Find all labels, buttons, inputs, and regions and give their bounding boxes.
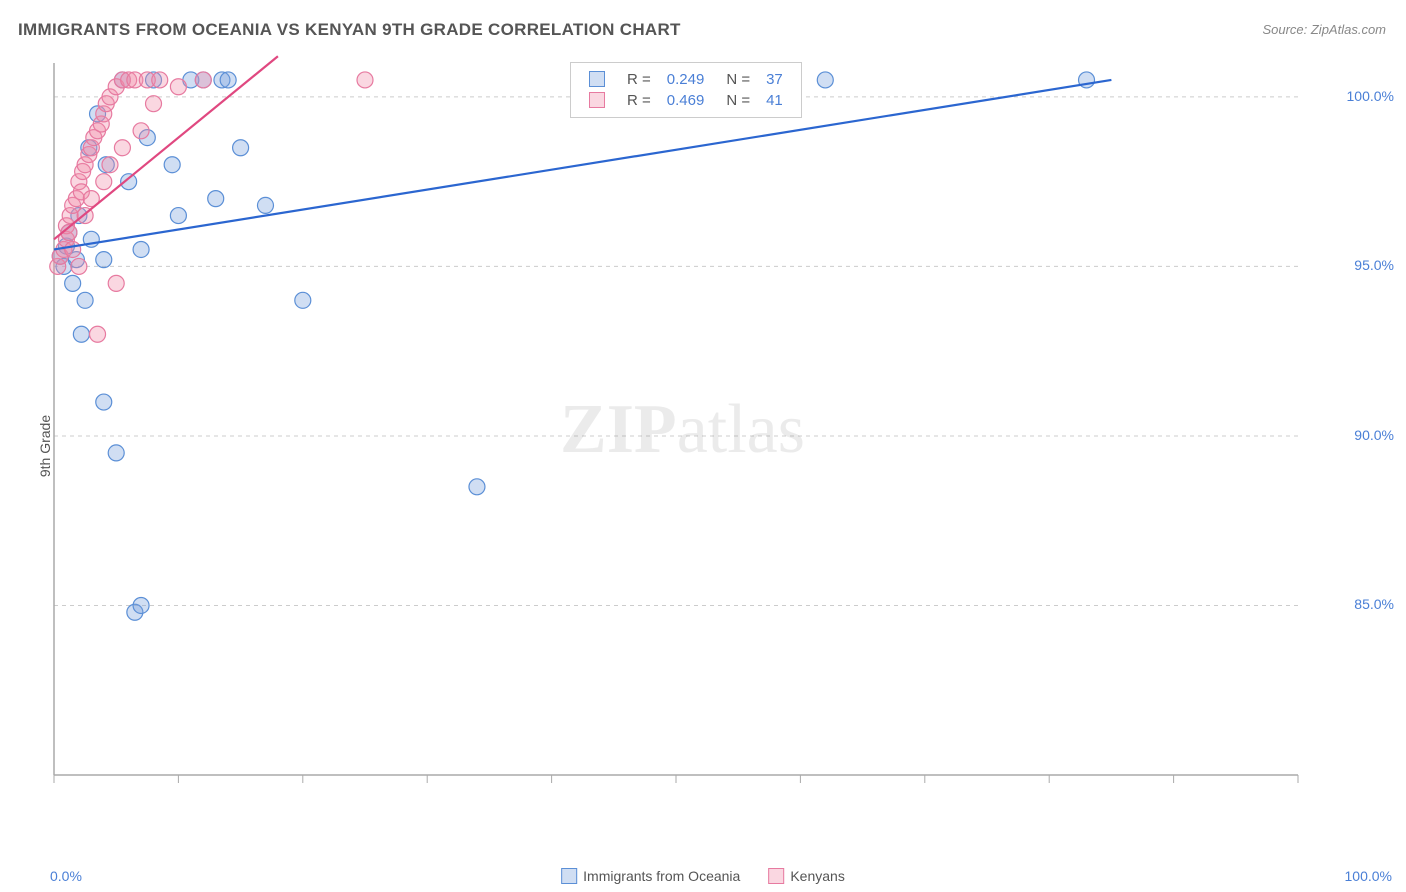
legend-swatch <box>768 868 784 884</box>
data-point <box>96 174 112 190</box>
stat-n-value: 41 <box>758 90 791 111</box>
data-point <box>65 275 81 291</box>
legend-swatch <box>589 71 605 87</box>
y-tick-label: 90.0% <box>1354 427 1394 443</box>
legend-swatch <box>589 92 605 108</box>
legend-swatch <box>561 868 577 884</box>
data-point <box>233 140 249 156</box>
data-point <box>152 72 168 88</box>
stat-r-label: R = <box>619 90 659 111</box>
data-point <box>170 79 186 95</box>
data-point <box>208 191 224 207</box>
stat-r-value: 0.249 <box>659 69 713 90</box>
legend-item: Immigrants from Oceania <box>561 868 740 884</box>
stat-n-label: N = <box>712 69 758 90</box>
data-point <box>146 96 162 112</box>
stats-table: R =0.249N =37R =0.469N =41 <box>581 69 791 111</box>
chart-title: IMMIGRANTS FROM OCEANIA VS KENYAN 9TH GR… <box>18 20 681 40</box>
data-point <box>133 241 149 257</box>
data-point <box>257 197 273 213</box>
source-attribution: Source: ZipAtlas.com <box>1262 22 1386 37</box>
legend-label: Immigrants from Oceania <box>583 868 740 884</box>
stats-row: R =0.249N =37 <box>581 69 791 90</box>
data-point <box>96 252 112 268</box>
data-point <box>133 597 149 613</box>
stats-row: R =0.469N =41 <box>581 90 791 111</box>
stat-n-value: 37 <box>758 69 791 90</box>
data-point <box>71 258 87 274</box>
data-point <box>108 275 124 291</box>
data-point <box>90 326 106 342</box>
plot-svg <box>48 55 1388 815</box>
data-point <box>108 445 124 461</box>
y-tick-label: 95.0% <box>1354 257 1394 273</box>
data-point <box>357 72 373 88</box>
y-tick-label: 100.0% <box>1347 88 1394 104</box>
data-point <box>170 208 186 224</box>
data-point <box>77 292 93 308</box>
data-point <box>102 157 118 173</box>
stat-n-label: N = <box>712 90 758 111</box>
data-point <box>96 394 112 410</box>
data-point <box>114 140 130 156</box>
stats-legend-box: R =0.249N =37R =0.469N =41 <box>570 62 802 118</box>
data-point <box>469 479 485 495</box>
legend-bottom: Immigrants from Oceania Kenyans <box>561 868 845 884</box>
data-point <box>220 72 236 88</box>
data-point <box>164 157 180 173</box>
data-point <box>133 123 149 139</box>
stat-r-value: 0.469 <box>659 90 713 111</box>
data-point <box>73 326 89 342</box>
x-axis-max-label: 100.0% <box>1345 868 1392 884</box>
data-point <box>195 72 211 88</box>
legend-item: Kenyans <box>768 868 844 884</box>
scatter-plot <box>48 55 1388 815</box>
data-point <box>817 72 833 88</box>
data-point <box>295 292 311 308</box>
stat-r-label: R = <box>619 69 659 90</box>
data-point <box>65 241 81 257</box>
legend-label: Kenyans <box>790 868 844 884</box>
y-tick-label: 85.0% <box>1354 596 1394 612</box>
x-axis-min-label: 0.0% <box>50 868 82 884</box>
